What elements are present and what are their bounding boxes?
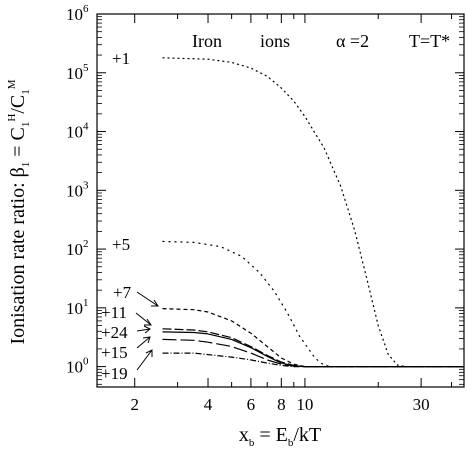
- arrowhead-plus7: [151, 299, 159, 307]
- y-tick-label: 101: [66, 297, 89, 318]
- y-tick-label: 100: [66, 356, 89, 377]
- arrowhead-plus15: [142, 336, 151, 344]
- x-tick-label: 10: [296, 395, 313, 414]
- x-tick-label: 2: [130, 395, 139, 414]
- series-line-5: [162, 338, 464, 368]
- series-label-plus7: +7: [113, 283, 132, 302]
- arrow-plus19: [136, 349, 153, 371]
- y-tick-label: 106: [66, 3, 89, 24]
- series-label-plus5: +5: [112, 235, 130, 254]
- label-arrows: [135, 291, 159, 371]
- y-tick-label: 102: [66, 238, 89, 259]
- annotation-ions: ions: [260, 31, 290, 51]
- axis-ticks: [97, 13, 464, 387]
- arrowhead-plus19: [145, 349, 153, 357]
- series-line-2: [162, 308, 464, 368]
- series-line-1: [162, 240, 464, 368]
- plot-frame: [96, 13, 465, 388]
- series-line-4: [162, 331, 464, 368]
- x-tick-label: 8: [277, 395, 286, 414]
- arrowhead-plus24: [143, 325, 151, 334]
- y-tick-label: 104: [66, 121, 89, 142]
- series-label-plus15: +15: [101, 343, 128, 362]
- annotation-alpha: α =2: [336, 31, 369, 51]
- annotation-iron: Iron: [192, 31, 222, 51]
- x-tick-label: 6: [247, 395, 256, 414]
- annotation-temperature: T=T*: [409, 31, 450, 51]
- series-label-plus19: +19: [101, 364, 128, 383]
- series-line-0: [162, 57, 464, 368]
- series-line-6: [162, 352, 464, 368]
- y-tick-label: 103: [66, 179, 89, 200]
- tick-labels: 100 101 102 103 104 105 106 2 4 6 8 10 30: [66, 3, 430, 414]
- x-axis-label: xb = Eb/kT: [239, 424, 321, 448]
- series-label-plus1: +1: [112, 49, 130, 68]
- series-lines: [162, 57, 464, 368]
- y-tick-label: 105: [66, 62, 89, 83]
- arrow-plus24: [136, 328, 151, 332]
- series-label-plus24: +24: [101, 323, 128, 342]
- series-label-plus11: +11: [101, 303, 127, 322]
- x-tick-label: 30: [413, 395, 430, 414]
- arrow-plus11: [135, 312, 152, 326]
- series-line-3: [162, 328, 464, 368]
- y-axis-label: Ionisation rate ratio: β1 = C1H/C1M: [6, 79, 32, 344]
- arrowhead-plus11: [144, 318, 152, 326]
- arrow-plus7: [136, 291, 159, 307]
- arrow-plus15: [136, 336, 151, 349]
- x-tick-label: 4: [204, 395, 213, 414]
